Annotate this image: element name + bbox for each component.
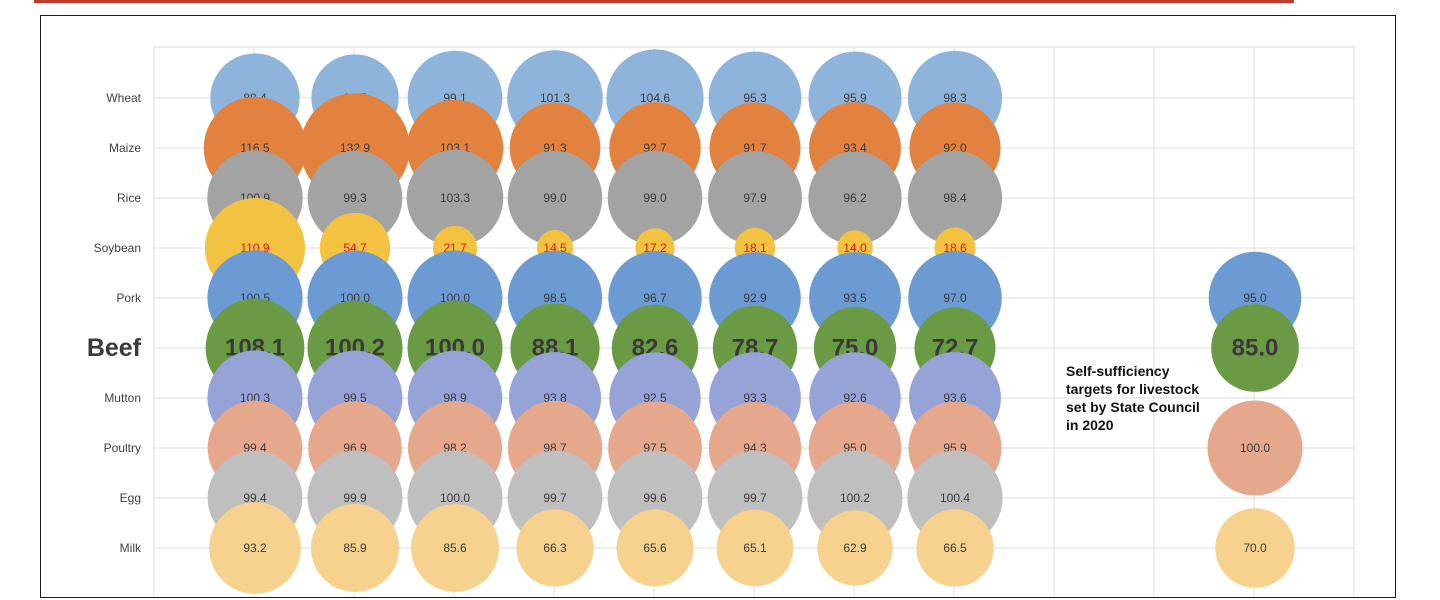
target-bubble-milk-circle — [1215, 508, 1295, 588]
bubble-pork-5-label: 96.7 — [643, 291, 667, 305]
y-tick-label-beef: Beef — [87, 334, 142, 362]
bubble-rice-5-circle — [607, 150, 703, 246]
y-tick-label-maize: Maize — [109, 141, 141, 155]
bubble-milk-1-circle — [209, 502, 301, 594]
y-tick-label-wheat: Wheat — [106, 91, 141, 105]
bubble-rice-2-label: 99.3 — [343, 191, 367, 205]
bubble-pork-6-label: 92.9 — [743, 291, 767, 305]
bubble-rice-2-circle — [307, 150, 403, 246]
bubble-rice-3: 103.3 — [406, 149, 504, 247]
bubble-egg-4-label: 99.7 — [543, 491, 567, 505]
y-tick-label-poultry: Poultry — [104, 441, 141, 455]
target-bubble-pork-label: 95.0 — [1243, 291, 1267, 305]
bubble-egg-1-label: 99.4 — [243, 491, 267, 505]
y-tick-label-milk: Milk — [120, 541, 142, 555]
bubble-milk-7-label: 62.9 — [843, 541, 867, 555]
bubble-milk-2-label: 85.9 — [343, 541, 367, 555]
target-bubble-milk-label: 70.0 — [1243, 541, 1267, 555]
bubble-soybean-7-label: 14.0 — [843, 241, 867, 255]
bubble-mutton-2-label: 99.5 — [343, 391, 367, 405]
bubble-rice-3-circle — [406, 149, 504, 247]
y-tick-label-egg: Egg — [120, 491, 141, 505]
target-bubble-beef: 85.0 — [1211, 304, 1299, 392]
bubble-rice-8-label: 98.4 — [943, 191, 967, 205]
bubble-milk-8-label: 66.5 — [943, 541, 967, 555]
target-bubble-milk: 70.0 — [1215, 508, 1295, 588]
bubble-rice-8-circle — [907, 150, 1003, 246]
bubble-milk-4-label: 66.3 — [543, 541, 567, 555]
bubble-milk-6-label: 65.1 — [743, 541, 767, 555]
y-tick-label-mutton: Mutton — [104, 391, 141, 405]
bubble-pork-8-label: 97.0 — [943, 291, 967, 305]
top-accent-rule — [34, 0, 1294, 3]
bubble-rice-7-label: 96.2 — [843, 191, 867, 205]
bubble-milk-4: 66.3 — [516, 509, 594, 587]
bubble-milk-5-label: 65.6 — [643, 541, 667, 555]
bubble-rice-7: 96.2 — [808, 151, 902, 245]
bubble-wheat-6-label: 95.3 — [743, 91, 767, 105]
target-bubble-poultry: 100.0 — [1207, 400, 1303, 496]
bubble-wheat-4-label: 101.3 — [540, 91, 570, 105]
bubble-rice-6-circle — [708, 151, 802, 245]
bubble-mutton-7-label: 92.6 — [843, 391, 867, 405]
bubble-soybean-6-label: 18.1 — [743, 241, 767, 255]
bubble-soybean-8-label: 18.6 — [943, 241, 967, 255]
bubble-milk-3-circle — [411, 504, 499, 592]
bubble-milk-3: 85.6 — [411, 504, 499, 592]
target-note: Self-sufficiency targets for livestock s… — [1066, 363, 1200, 433]
target-bubble-poultry-circle — [1207, 400, 1303, 496]
bubble-rice-4-label: 99.0 — [543, 191, 567, 205]
bubble-egg-3-label: 100.0 — [440, 491, 470, 505]
bubble-milk-1: 93.2 — [209, 502, 301, 594]
bubble-milk-2: 85.9 — [310, 503, 400, 593]
target-bubble-beef-circle — [1211, 304, 1299, 392]
bubble-milk-2-circle — [310, 503, 400, 593]
bubble-milk-4-circle — [516, 509, 594, 587]
bubble-rice-3-label: 103.3 — [440, 191, 470, 205]
bubble-milk-8: 66.5 — [916, 509, 994, 587]
bubble-milk-5-circle — [616, 509, 694, 587]
bubble-egg-5-label: 99.6 — [643, 491, 667, 505]
bubble-maize-7-label: 93.4 — [843, 141, 867, 155]
bubble-rice-7-circle — [808, 151, 902, 245]
bubble-milk-7-circle — [817, 510, 893, 586]
bubble-mutton-6-label: 93.3 — [743, 391, 767, 405]
bubble-egg-6-label: 99.7 — [743, 491, 767, 505]
bubble-mutton-8-label: 93.6 — [943, 391, 967, 405]
bubble-rice-4: 99.0 — [507, 150, 603, 246]
bubble-egg-7-label: 100.2 — [840, 491, 870, 505]
bubble-pork-4-label: 98.5 — [543, 291, 567, 305]
bubble-rice-8: 98.4 — [907, 150, 1003, 246]
target-bubble-beef-label: 85.0 — [1232, 335, 1279, 362]
bubble-milk-1-label: 93.2 — [243, 541, 267, 555]
y-tick-label-rice: Rice — [117, 191, 141, 205]
bubble-rice-5-label: 99.0 — [643, 191, 667, 205]
bubble-egg-2-label: 99.9 — [343, 491, 367, 505]
bubble-milk-6: 65.1 — [716, 509, 794, 587]
bubble-milk-7: 62.9 — [817, 510, 893, 586]
bubble-rice-5: 99.0 — [607, 150, 703, 246]
bubble-rice-4-circle — [507, 150, 603, 246]
target-bubble-poultry-label: 100.0 — [1240, 441, 1270, 455]
bubble-milk-6-circle — [716, 509, 794, 587]
bubble-rice-6-label: 97.9 — [743, 191, 767, 205]
bubble-pork-7-label: 93.5 — [843, 291, 867, 305]
bubble-wheat-8-label: 98.3 — [943, 91, 967, 105]
bubble-egg-8-label: 100.4 — [940, 491, 970, 505]
bubble-rice-6: 97.9 — [708, 151, 802, 245]
bubble-soybean-5-label: 17.2 — [643, 241, 667, 255]
bubble-wheat-7-label: 95.9 — [843, 91, 867, 105]
chart-frame — [40, 15, 1396, 598]
y-tick-label-pork: Pork — [116, 291, 142, 305]
bubble-wheat-5-label: 104.6 — [640, 91, 670, 105]
bubble-milk-8-circle — [916, 509, 994, 587]
bubble-milk-5: 65.6 — [616, 509, 694, 587]
bubble-rice-2: 99.3 — [307, 150, 403, 246]
bubble-milk-3-label: 85.6 — [443, 541, 467, 555]
y-tick-label-soybean: Soybean — [94, 241, 141, 255]
